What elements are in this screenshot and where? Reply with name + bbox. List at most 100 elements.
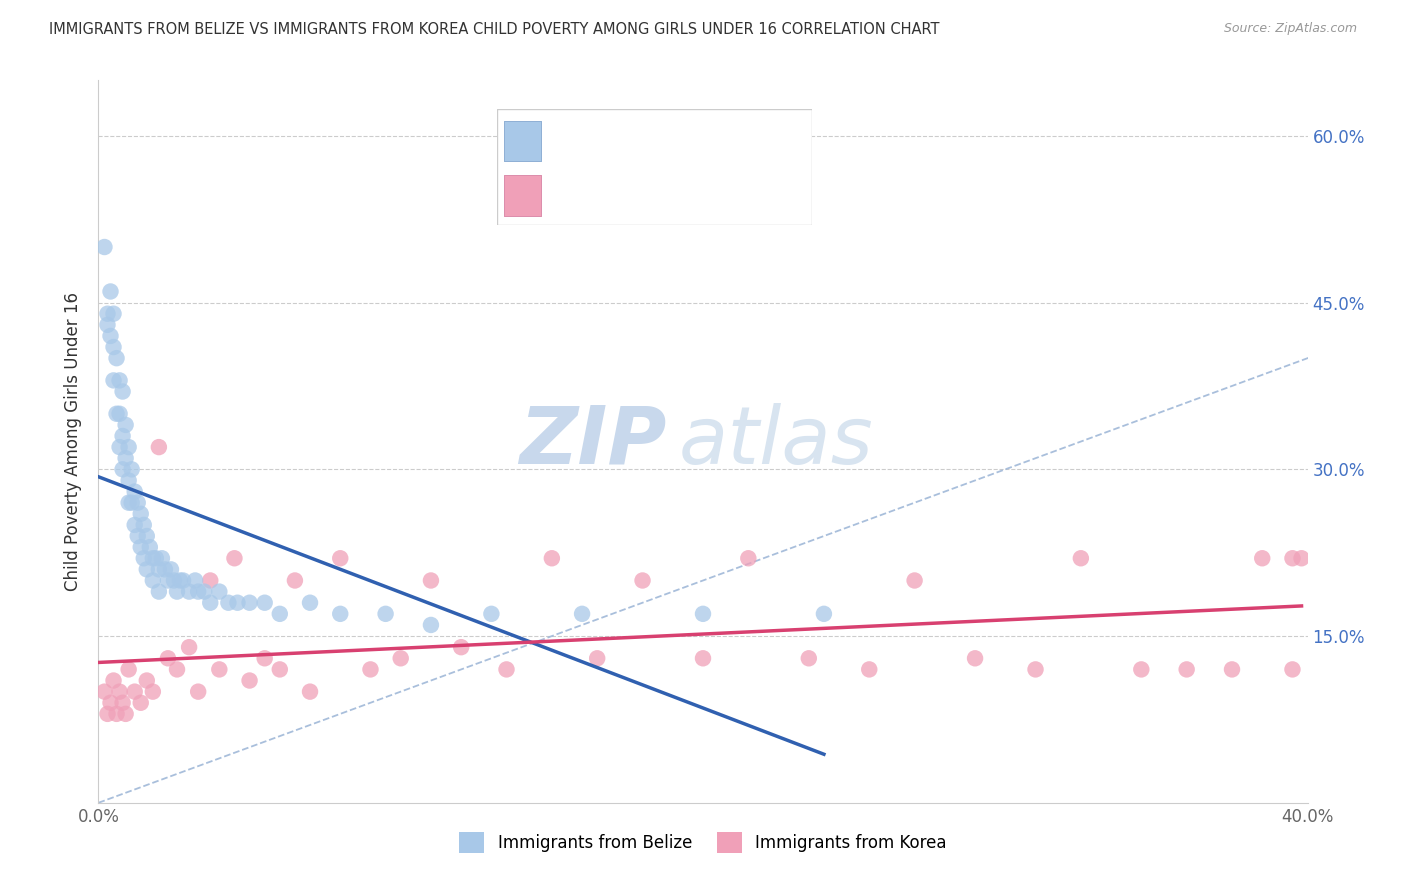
Point bbox=[179, 640, 201, 655]
Point bbox=[187, 684, 209, 698]
Point bbox=[284, 574, 307, 588]
Point bbox=[93, 684, 115, 698]
Point bbox=[105, 706, 128, 721]
Point bbox=[135, 529, 157, 543]
Point bbox=[142, 574, 165, 588]
Point bbox=[108, 684, 131, 698]
Text: atlas: atlas bbox=[679, 402, 873, 481]
Point bbox=[329, 551, 352, 566]
Point bbox=[114, 417, 136, 432]
Point bbox=[540, 551, 562, 566]
Point bbox=[135, 673, 157, 688]
Point bbox=[132, 551, 155, 566]
Point bbox=[253, 596, 276, 610]
Point bbox=[132, 517, 155, 532]
Point bbox=[100, 329, 122, 343]
Point bbox=[166, 662, 188, 676]
Point bbox=[200, 574, 222, 588]
Point bbox=[142, 684, 165, 698]
Point bbox=[172, 574, 194, 588]
Text: IMMIGRANTS FROM BELIZE VS IMMIGRANTS FROM KOREA CHILD POVERTY AMONG GIRLS UNDER : IMMIGRANTS FROM BELIZE VS IMMIGRANTS FRO… bbox=[49, 22, 939, 37]
Point bbox=[169, 574, 191, 588]
Point bbox=[1175, 662, 1198, 676]
Point bbox=[299, 684, 322, 698]
Point bbox=[129, 696, 152, 710]
Point bbox=[329, 607, 352, 621]
Point bbox=[858, 662, 880, 676]
Y-axis label: Child Poverty Among Girls Under 16: Child Poverty Among Girls Under 16 bbox=[65, 292, 83, 591]
Point bbox=[96, 706, 118, 721]
Point bbox=[586, 651, 609, 665]
Point bbox=[737, 551, 759, 566]
Point bbox=[148, 440, 170, 454]
Point bbox=[105, 351, 128, 366]
Point bbox=[127, 529, 149, 543]
Point bbox=[163, 574, 186, 588]
Point bbox=[1130, 662, 1153, 676]
Point bbox=[374, 607, 396, 621]
Legend: Immigrants from Belize, Immigrants from Korea: Immigrants from Belize, Immigrants from … bbox=[453, 826, 953, 860]
Point bbox=[127, 496, 149, 510]
Point bbox=[1281, 551, 1303, 566]
Point bbox=[179, 584, 201, 599]
Point bbox=[108, 440, 131, 454]
Point bbox=[299, 596, 322, 610]
Point bbox=[153, 562, 176, 576]
Point bbox=[156, 574, 179, 588]
Point bbox=[108, 373, 131, 387]
Point bbox=[118, 440, 141, 454]
Point bbox=[156, 651, 179, 665]
Point bbox=[813, 607, 835, 621]
Point bbox=[481, 607, 503, 621]
Point bbox=[184, 574, 207, 588]
Point bbox=[208, 584, 231, 599]
Point bbox=[631, 574, 654, 588]
Point bbox=[108, 407, 131, 421]
Point bbox=[96, 307, 118, 321]
Point bbox=[1251, 551, 1274, 566]
Point bbox=[96, 318, 118, 332]
Point bbox=[148, 562, 170, 576]
Point bbox=[114, 706, 136, 721]
Point bbox=[797, 651, 820, 665]
Point bbox=[239, 673, 262, 688]
Point bbox=[103, 307, 125, 321]
Point bbox=[269, 662, 291, 676]
Point bbox=[224, 551, 246, 566]
Point bbox=[114, 451, 136, 466]
Point bbox=[105, 407, 128, 421]
Point bbox=[1070, 551, 1092, 566]
Point bbox=[495, 662, 517, 676]
Point bbox=[217, 596, 239, 610]
Point bbox=[103, 373, 125, 387]
Point bbox=[150, 551, 173, 566]
Point bbox=[692, 607, 714, 621]
Point bbox=[103, 340, 125, 354]
Point bbox=[139, 540, 162, 554]
Point bbox=[420, 618, 443, 632]
Point bbox=[111, 384, 134, 399]
Point bbox=[450, 640, 472, 655]
Point bbox=[160, 562, 183, 576]
Point bbox=[145, 551, 167, 566]
Point bbox=[389, 651, 412, 665]
Point bbox=[100, 285, 122, 299]
Point bbox=[1220, 662, 1243, 676]
Text: ZIP: ZIP bbox=[519, 402, 666, 481]
Point bbox=[103, 673, 125, 688]
Point bbox=[239, 596, 262, 610]
Point bbox=[166, 584, 188, 599]
Point bbox=[111, 696, 134, 710]
Point bbox=[111, 429, 134, 443]
Point bbox=[253, 651, 276, 665]
Point bbox=[100, 696, 122, 710]
Point bbox=[420, 574, 443, 588]
Point bbox=[135, 562, 157, 576]
Point bbox=[692, 651, 714, 665]
Point bbox=[1281, 662, 1303, 676]
Point bbox=[226, 596, 249, 610]
Point bbox=[193, 584, 215, 599]
Point bbox=[121, 496, 143, 510]
Point bbox=[118, 474, 141, 488]
Point bbox=[93, 240, 115, 254]
